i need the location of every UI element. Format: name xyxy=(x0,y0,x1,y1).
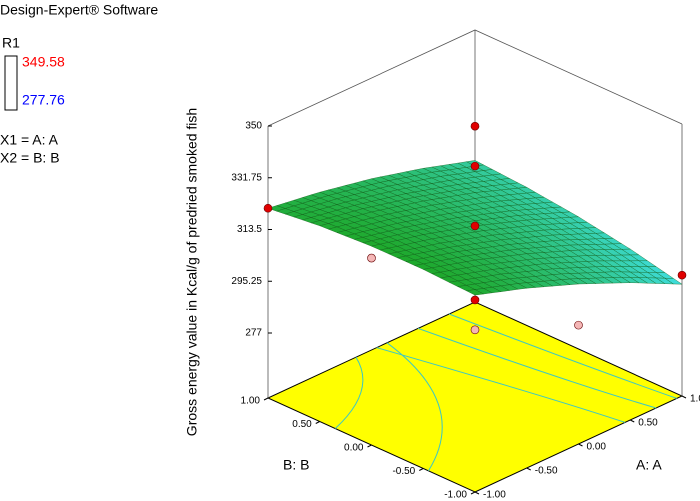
z-tick-label: 313.5 xyxy=(237,224,262,235)
x-tick-label: -1.00 xyxy=(483,490,506,501)
software-title: Design-Expert® Software xyxy=(0,2,158,18)
design-point xyxy=(574,320,583,330)
x-tick-label: 0.00 xyxy=(587,442,607,453)
legend-factor: X2 = B: B xyxy=(0,150,60,166)
floor: 277 295.25 313.5 331.75 350 -1.00 -0.50 0.00 0.5… xyxy=(231,29,700,501)
design-point xyxy=(677,270,687,280)
floor-contour xyxy=(448,313,677,399)
x-axis-title: A: A xyxy=(636,457,662,473)
x-tick xyxy=(630,419,635,423)
x-tick-label: 1.00 xyxy=(690,394,700,405)
y-tick xyxy=(315,421,320,424)
x-tick xyxy=(681,395,687,399)
x-tick-label: 0.50 xyxy=(638,418,658,429)
legend-low: 277.76 xyxy=(22,92,65,108)
z-axis-title: Gross energy value in Kcal/g of predried… xyxy=(184,108,200,436)
legend-factor: X1 = A: A xyxy=(0,132,59,148)
x-tick-label: -0.50 xyxy=(535,466,558,477)
x-tick xyxy=(474,491,480,495)
x-tick xyxy=(526,467,531,471)
y-tick xyxy=(470,491,476,495)
design-point xyxy=(367,253,376,263)
legend-high: 349.58 xyxy=(22,54,65,70)
z-tick-label: 331.75 xyxy=(231,172,262,183)
y-tick-label: 0.50 xyxy=(292,419,312,430)
design-point xyxy=(470,295,480,305)
legend-box xyxy=(4,55,18,111)
y-tick-label: 1.00 xyxy=(241,396,261,407)
floor-contour xyxy=(376,347,626,423)
legend-title: R1 xyxy=(2,35,20,51)
points xyxy=(263,121,687,335)
design-point xyxy=(470,221,480,231)
floor-contour xyxy=(334,356,364,429)
y-tick xyxy=(419,468,424,471)
design-point xyxy=(470,121,480,131)
design-point xyxy=(470,325,480,335)
floor-contour xyxy=(417,327,657,409)
z-tick-label: 350 xyxy=(245,121,262,132)
surface-cell xyxy=(465,289,485,296)
z-tick-label: 295.25 xyxy=(231,276,262,287)
x-tick xyxy=(578,443,583,447)
design-point xyxy=(263,203,273,213)
z-tick-label: 277 xyxy=(245,328,262,339)
y-tick xyxy=(263,397,269,401)
floor-contour xyxy=(386,342,443,472)
y-tick-label: 0.00 xyxy=(344,443,364,454)
y-tick xyxy=(367,444,372,448)
box-edge xyxy=(267,29,683,127)
surface xyxy=(267,160,683,296)
y-tick-label: -1.00 xyxy=(444,490,467,501)
design-point xyxy=(470,161,480,171)
y-tick-label: -0.50 xyxy=(392,466,415,477)
y-axis-title: B: B xyxy=(283,457,309,473)
